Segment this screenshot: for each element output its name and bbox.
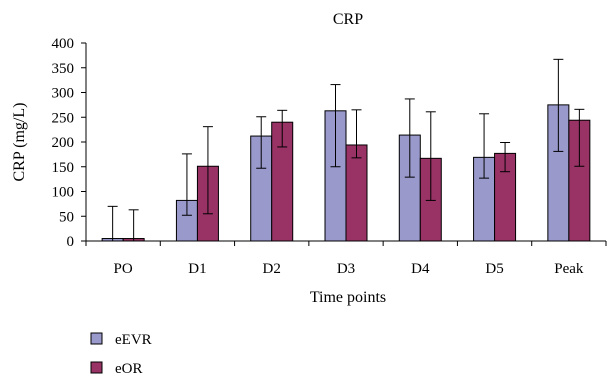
y-tick-label: 250 (52, 110, 75, 126)
y-tick-label: 300 (52, 86, 75, 102)
y-tick-label: 150 (52, 160, 75, 176)
legend-swatch-eevr (90, 332, 103, 345)
error-bars-group (107, 58, 585, 242)
bars-group (101, 104, 591, 242)
y-tick-label: 0 (67, 234, 75, 250)
x-tick-label: D2 (263, 261, 281, 277)
x-tick-label: D1 (188, 261, 206, 277)
bar-eor (345, 144, 368, 242)
y-tick-label: 100 (52, 185, 75, 201)
x-tick-label: D3 (337, 261, 355, 277)
x-tick-label: PO (114, 261, 133, 277)
legend-label-eor: eOR (115, 361, 143, 377)
legend: eEVR eOR (90, 332, 152, 377)
y-tick-label: 350 (52, 61, 75, 77)
y-axis-label: CRP (mg/L) (11, 103, 28, 182)
x-tick-label: D5 (485, 261, 503, 277)
x-axis-ticks: PO D1 D2 D3 D4 D5 Peak (85, 241, 607, 277)
chart-title: CRP (333, 11, 363, 28)
legend-swatch-eor (90, 361, 103, 374)
y-tick-label: 400 (52, 36, 75, 52)
x-tick-label: D4 (411, 261, 430, 277)
y-axis-ticks: 0 50 100 150 200 250 300 350 400 (52, 36, 86, 250)
x-tick-label: Peak (554, 261, 584, 277)
y-tick-label: 200 (52, 135, 75, 151)
legend-label-eevr: eEVR (115, 332, 152, 348)
y-tick-label: 50 (59, 209, 74, 225)
x-axis-label: Time points (310, 289, 386, 306)
